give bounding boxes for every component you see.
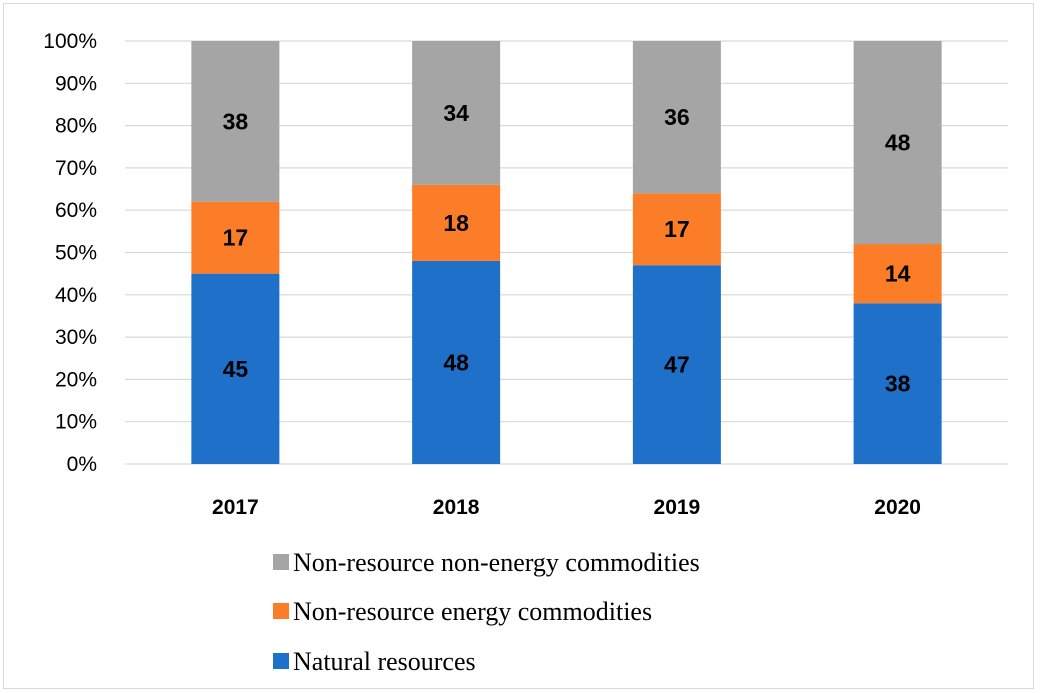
- bar-segment: [191, 273, 280, 464]
- data-label: 38: [885, 371, 911, 397]
- y-tick-label: 60%: [55, 199, 97, 222]
- legend-swatch: [273, 653, 289, 669]
- data-label: 17: [664, 216, 690, 242]
- x-category-label: 2019: [654, 496, 701, 519]
- y-tick-label: 10%: [55, 411, 97, 434]
- bar-segment: [632, 193, 721, 266]
- y-tick-label: 40%: [55, 284, 97, 307]
- bar-segment: [632, 265, 721, 464]
- x-category-label: 2020: [874, 496, 921, 519]
- bar-segment: [412, 184, 501, 261]
- bar-segment: [412, 41, 501, 185]
- y-tick-label: 0%: [67, 453, 97, 476]
- bar-segment: [632, 41, 721, 194]
- y-tick-label: 90%: [55, 72, 97, 95]
- bar-segment: [412, 260, 501, 464]
- bar-segment: [853, 41, 942, 245]
- legend-swatch: [273, 603, 289, 619]
- data-label: 48: [443, 349, 469, 375]
- y-tick-label: 20%: [55, 368, 97, 391]
- data-label: 48: [885, 130, 911, 156]
- data-label: 34: [443, 100, 469, 126]
- x-category-label: 2017: [212, 496, 259, 519]
- bar-segment: [191, 41, 280, 202]
- legend-label: Non-resource non-energy commodities: [293, 548, 700, 577]
- data-label: 17: [223, 225, 249, 251]
- y-tick-label: 50%: [55, 242, 97, 265]
- x-category-label: 2018: [433, 496, 480, 519]
- data-label: 38: [223, 108, 249, 134]
- y-tick-label: 100%: [43, 30, 97, 53]
- bar-segment: [191, 201, 280, 274]
- data-label: 18: [443, 210, 469, 236]
- y-tick-label: 30%: [55, 326, 97, 349]
- y-tick-label: 80%: [55, 115, 97, 138]
- bar-segment: [853, 303, 942, 464]
- legend-label: Natural resources: [293, 647, 476, 676]
- legend-swatch: [273, 554, 289, 570]
- bar-segment: [853, 244, 942, 304]
- y-tick-label: 70%: [55, 157, 97, 180]
- legend-label: Non-resource energy commodities: [293, 597, 652, 626]
- data-label: 47: [664, 352, 690, 378]
- data-label: 45: [223, 356, 249, 382]
- data-label: 36: [664, 104, 690, 130]
- data-label: 14: [885, 261, 911, 287]
